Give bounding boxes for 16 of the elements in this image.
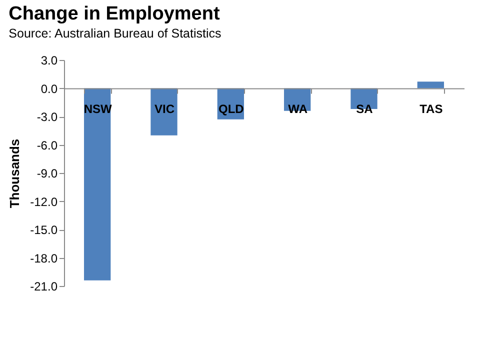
x-tick-label: TAS <box>420 102 443 116</box>
y-tick-label: -15.0 <box>30 223 58 237</box>
y-tick-label: -12.0 <box>30 194 58 209</box>
y-tick-label: -6.0 <box>36 138 58 152</box>
source-note: Source: Australian Bureau of Statistics <box>8 26 222 40</box>
y-tick-label: 0.0 <box>40 82 58 96</box>
y-tick-label: 3.0 <box>40 54 58 68</box>
x-tick-label: SA <box>356 102 374 116</box>
y-tick-label: -3.0 <box>36 110 58 124</box>
y-tick-label: -18.0 <box>30 251 58 266</box>
x-tick-label: VIC <box>154 102 175 116</box>
chart-title: Change in Employment <box>8 4 220 24</box>
y-tick-label: -21.0 <box>30 280 58 294</box>
y-tick-label: -9.0 <box>36 166 58 180</box>
x-tick-label: QLD <box>218 102 244 116</box>
y-axis-title: Thousands <box>7 138 22 208</box>
